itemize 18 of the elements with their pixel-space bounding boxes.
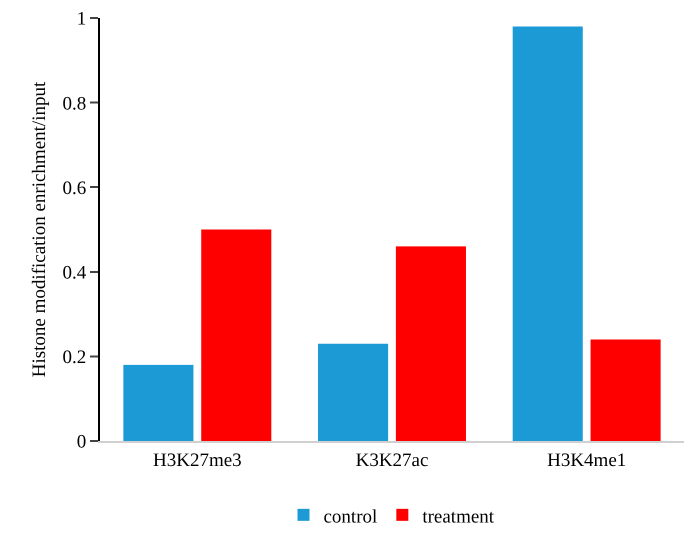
y-tick-label: 0.2 xyxy=(62,347,86,368)
bar xyxy=(590,339,661,441)
y-axis-title: Histone modification enrichment/input xyxy=(28,81,50,378)
bar xyxy=(512,26,583,441)
y-tick-label: 0.6 xyxy=(62,178,86,199)
legend-label: treatment xyxy=(422,506,495,528)
x-tick-label: H3K4me1 xyxy=(547,450,626,471)
x-tick-label: K3K27ac xyxy=(356,450,428,471)
bar xyxy=(123,364,194,441)
legend-label: control xyxy=(324,506,378,528)
y-tick-label: 0.8 xyxy=(62,93,86,114)
bar xyxy=(318,344,388,441)
y-tick-label: 1 xyxy=(76,8,86,30)
y-tick-label: 0 xyxy=(76,432,86,453)
bar xyxy=(396,246,466,441)
y-tick-label: 0.4 xyxy=(62,262,87,284)
x-tick-label: H3K27me3 xyxy=(153,450,242,471)
bar xyxy=(201,230,272,441)
